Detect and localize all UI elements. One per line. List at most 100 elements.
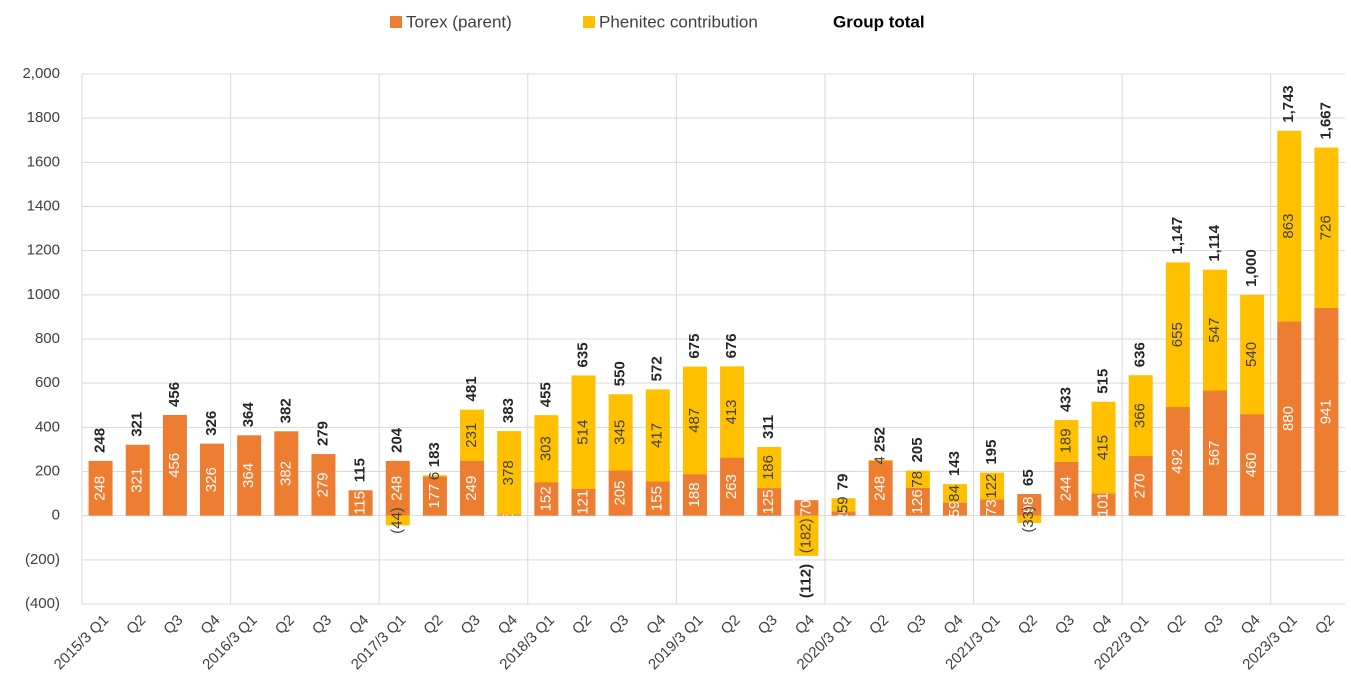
total-label: 675: [686, 334, 703, 359]
data-label: 540: [1243, 342, 1260, 367]
total-label: 481: [463, 376, 480, 401]
bar-segment: [1091, 401, 1116, 494]
data-label: 567: [1206, 441, 1223, 466]
data-label: 880: [1280, 406, 1297, 431]
data-label: 547: [1206, 318, 1223, 343]
bar-segment: [88, 460, 113, 516]
x-tick-label: Q2: [420, 612, 446, 638]
x-tick-label: Q2: [866, 612, 892, 638]
data-label: 70: [797, 500, 814, 517]
bar-segment: [868, 460, 893, 516]
data-label: 270: [1132, 473, 1149, 498]
bar-segment: [125, 444, 150, 516]
total-label: (112): [797, 564, 814, 598]
total-label: 456: [166, 382, 183, 407]
total-label: 65: [1020, 469, 1037, 486]
data-label: 188: [686, 482, 703, 507]
legend-label: Torex (parent): [406, 12, 512, 31]
bar-segment: [534, 482, 559, 516]
total-label: 248: [92, 428, 109, 453]
x-tick-label: Q2: [569, 612, 595, 638]
data-label: 492: [1169, 449, 1186, 474]
data-label: 189: [1057, 428, 1074, 453]
data-label: 115: [352, 491, 369, 515]
y-tick-label: 400: [35, 418, 60, 435]
data-label: 122: [983, 474, 1000, 499]
y-tick-label: 0: [52, 507, 60, 524]
x-tick-label: Q3: [1052, 612, 1078, 638]
total-label: 143: [946, 451, 963, 476]
bar-segment: [1277, 130, 1302, 322]
bar-segment: [237, 435, 262, 516]
bar-segment: [980, 499, 1005, 516]
data-label: 726: [1317, 215, 1334, 240]
data-label: 263: [723, 474, 740, 499]
x-tick-label: Q3: [755, 612, 781, 638]
bar-segment: [385, 460, 410, 516]
x-tick-label: Q3: [903, 612, 929, 638]
bar-segment: [460, 409, 485, 461]
x-tick-label: Q3: [1200, 612, 1226, 638]
bar-segment: [980, 472, 1005, 500]
data-label: 460: [1243, 452, 1260, 477]
y-tick-label: 1600: [27, 153, 60, 170]
total-label: 433: [1057, 387, 1074, 412]
bar-segment: [682, 474, 707, 516]
data-label: 248: [872, 476, 889, 501]
total-label: 1,000: [1243, 249, 1260, 287]
bar-segment: [1202, 269, 1227, 391]
total-label: 195: [983, 440, 1000, 465]
data-label: 186: [760, 455, 777, 480]
data-label: 177: [426, 484, 443, 509]
data-label: 126: [909, 489, 926, 514]
total-label: 635: [574, 342, 591, 367]
x-tick-label: Q4: [1238, 612, 1264, 638]
data-label: 98: [1020, 497, 1037, 514]
total-label: 311: [760, 415, 777, 439]
data-label: 6: [426, 472, 443, 480]
x-tick-label: Q4: [346, 612, 372, 638]
x-tick-label: Q4: [643, 612, 669, 638]
bar-segment: [868, 460, 893, 461]
bar-segment: [422, 476, 447, 516]
total-label: 1,667: [1317, 102, 1334, 140]
data-label: 59: [946, 501, 963, 518]
data-label: 863: [1280, 214, 1297, 239]
bar-segment: [757, 488, 782, 516]
data-label: 73: [983, 499, 1000, 516]
data-label: (33): [1020, 506, 1037, 533]
data-label: 4: [872, 456, 889, 464]
bar-segment: [757, 446, 782, 489]
y-tick-label: 1400: [27, 197, 60, 214]
bar-segment: [794, 500, 819, 516]
data-label: 5: [500, 511, 517, 519]
bar-segment: [1165, 407, 1190, 516]
bar-segment: [1054, 420, 1079, 462]
total-label: 550: [612, 361, 629, 386]
bar-segment: [162, 414, 187, 516]
data-label: 655: [1169, 322, 1186, 347]
data-label: 345: [612, 420, 629, 445]
total-label: 1,147: [1169, 217, 1186, 255]
total-label: 515: [1095, 369, 1112, 394]
total-label: 205: [909, 437, 926, 462]
legend-label: Phenitec contribution: [599, 12, 758, 31]
bar-segment: [720, 457, 745, 516]
total-label: 321: [129, 412, 146, 437]
x-tick-label: Q2: [718, 612, 744, 638]
total-label: 326: [203, 411, 220, 436]
bar-segment: [1165, 262, 1190, 408]
bar-segment: [1017, 494, 1042, 516]
data-label: 205: [612, 481, 629, 506]
data-label: 413: [723, 399, 740, 424]
data-label: (182): [797, 518, 814, 553]
data-label: 244: [1057, 476, 1074, 501]
bar-segment: [274, 431, 299, 516]
x-tick-label: Q3: [309, 612, 335, 638]
bar-segment: [1017, 515, 1042, 523]
x-tick-label: Q3: [160, 612, 186, 638]
x-tick-label: Q4: [940, 612, 966, 638]
data-label: 378: [500, 460, 517, 485]
legend-swatch: [583, 16, 595, 28]
x-tick-label: Q4: [792, 612, 818, 638]
